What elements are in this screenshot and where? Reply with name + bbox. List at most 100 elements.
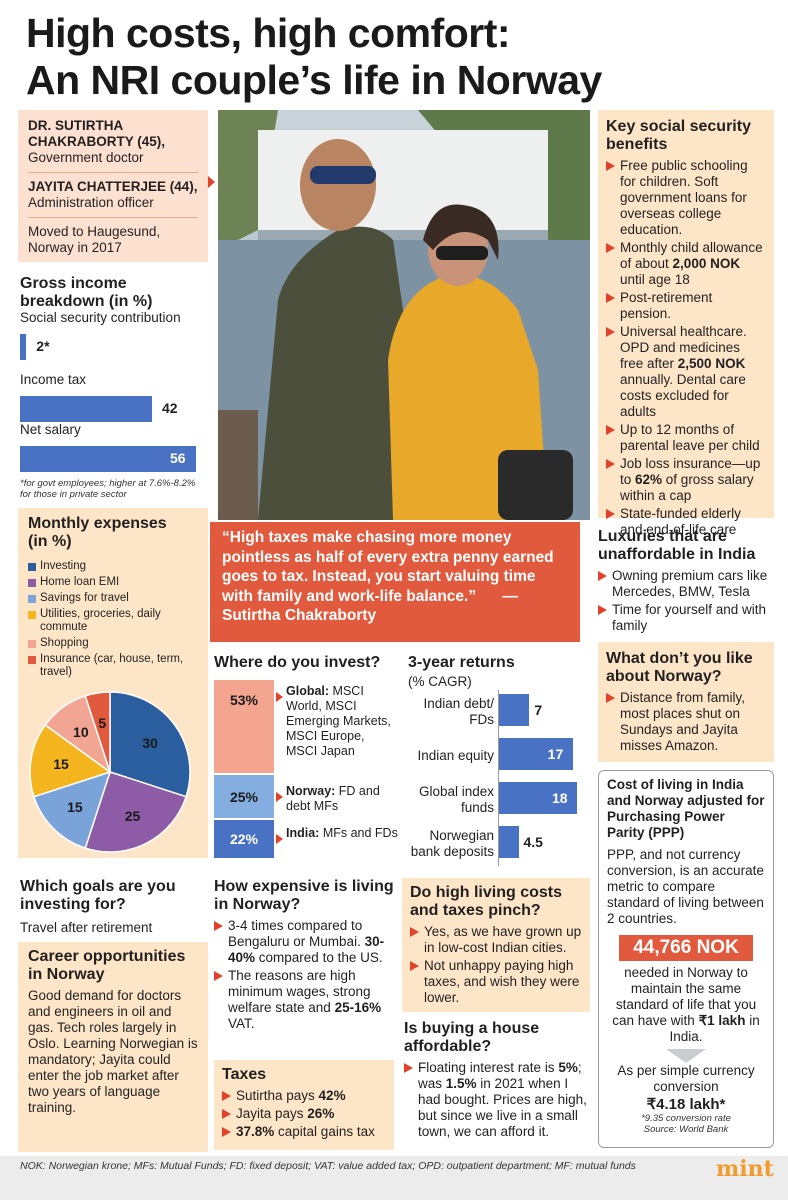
profile-moved: Moved to Haugesund, Norway in 2017 (28, 224, 161, 255)
returns-value-label: 18 (552, 790, 568, 806)
luxuries-section: Luxuries that are unaffordable in India … (598, 528, 774, 636)
invest-segment (214, 820, 274, 858)
income-bar (20, 446, 196, 472)
pinch-item: Yes, as we have grown up in low-cost Ind… (410, 924, 582, 956)
legend-label: Shopping (40, 637, 89, 649)
returns-chart: Indian debt/ FDs 7 Indian equity 17 Global i… (400, 690, 588, 868)
returns-bar (499, 694, 530, 726)
invest-label: India: MFs and FDs (286, 826, 398, 841)
goals-text: Travel after retirement (20, 920, 153, 935)
returns-category-label: Global index funds (418, 784, 494, 815)
legend-item: Home loan EMI (28, 576, 198, 589)
legend-swatch (28, 656, 36, 664)
ppp-text: PPP, and not currency conversion, is an … (607, 847, 764, 926)
benefit-item: Free public schooling for children. Soft… (606, 158, 766, 238)
returns-bar (499, 826, 519, 858)
legend-swatch (28, 640, 36, 648)
returns-subheading: (% CAGR) (408, 674, 472, 689)
legend-label: Insurance (car, house, term, travel) (40, 653, 184, 678)
returns-category-label: Norwegian bank deposits (410, 828, 494, 859)
pie-value-label: 15 (67, 799, 83, 815)
income-category-label: Social security contribution (20, 310, 181, 325)
invest-pct-label: 22% (229, 831, 259, 848)
footer-bar (0, 1156, 788, 1200)
invest-pointer-icon (276, 834, 283, 845)
house-section: Is buying a house affordable? Floating i… (404, 1020, 590, 1140)
footer-text: NOK: Norwegian krone; MFs: Mutual Funds;… (20, 1160, 636, 1172)
returns-bar (499, 782, 577, 814)
pie-value-label: 15 (53, 756, 69, 772)
ppp-needed: needed in Norway to maintain the same st… (612, 965, 760, 1044)
income-value-label: 56 (170, 450, 186, 466)
ppp-note-2: Source: World Bank (643, 1124, 729, 1135)
pinch-box: Do high living costs and taxes pinch? Ye… (402, 878, 590, 1012)
invest-pct-label: 53% (229, 692, 259, 708)
ppp-box: Cost of living in India and Norway adjus… (598, 770, 774, 1148)
career-text: Good demand for doctors and engineers in… (28, 988, 198, 1115)
returns-bar (499, 738, 573, 770)
taxes-heading: Taxes (222, 1066, 267, 1083)
taxes-box: Taxes Sutirtha pays 42% Jayita pays 26% 37… (214, 1060, 394, 1150)
dislike-item: Distance from family, most places shut o… (606, 690, 766, 754)
legend-item: Investing (28, 560, 198, 573)
expensive-item: 3-4 times compared to Bengaluru or Mumba… (214, 918, 394, 966)
income-bar (20, 334, 27, 360)
legend-item: Utilities, groceries, daily commute (28, 608, 198, 634)
returns-value-label: 17 (547, 746, 564, 762)
luxury-item: Owning premium cars like Mercedes, BMW, … (598, 568, 774, 600)
income-chart: Social security contribution 2* Income tax… (18, 310, 208, 475)
tax-item: Jayita pays 26% (222, 1106, 386, 1122)
pie-slice (84, 691, 111, 773)
legend-swatch (28, 579, 36, 587)
legend-swatch (28, 611, 36, 619)
pinch-item: Not unhappy paying high taxes, and wish … (410, 958, 582, 1006)
dislike-box: What don’t you like about Norway? Distan… (598, 642, 774, 762)
luxury-item: Time for yourself and with family (598, 602, 774, 634)
returns-axis (498, 690, 499, 866)
house-heading: Is buying a house affordable? (404, 1020, 540, 1055)
ppp-note-1: *9.35 conversion rate (641, 1113, 731, 1124)
benefits-list: Free public schooling for children. Soft… (606, 158, 766, 538)
pie-slice (109, 691, 191, 798)
house-text: Floating interest rate is 5%; was 1.5% i… (404, 1060, 590, 1140)
benefit-item: Universal healthcare. OPD and medicines … (606, 324, 766, 420)
pinch-heading: Do high living costs and taxes pinch? (410, 884, 563, 919)
profile-name-2: JAYITA CHATTERJEE (44), (28, 179, 198, 194)
benefit-item: State-funded elderly and end-of-life car… (606, 506, 766, 538)
profile-role-2: Administration officer (28, 195, 154, 210)
profile-pointer-icon (208, 176, 215, 188)
career-heading: Career opportunities in Norway (28, 948, 186, 983)
income-value-label: 2* (36, 338, 50, 354)
legend-label: Home loan EMI (40, 576, 120, 588)
pie-value-label: 30 (142, 735, 158, 751)
returns-category-label: Indian equity (417, 748, 494, 763)
expensive-list: 3-4 times compared to Bengaluru or Mumba… (214, 918, 394, 1032)
profile-role-1: Government doctor (28, 150, 144, 165)
pie-value-label: 25 (125, 808, 141, 824)
legend-item: Insurance (car, house, term, travel) (28, 653, 198, 679)
invest-pointer-icon (276, 791, 283, 802)
benefit-item: Job loss insurance—up to 62% of gross sa… (606, 456, 766, 504)
returns-heading: 3-year returns (408, 654, 515, 671)
returns-value-label: 4.5 (523, 834, 543, 850)
income-category-label: Net salary (20, 422, 81, 437)
ppp-simple-value: ₹4.18 lakh* (646, 1096, 726, 1113)
returns-value-label: 7 (534, 702, 543, 718)
legend-label: Investing (40, 560, 87, 572)
career-box: Career opportunities in Norway Good dema… (18, 942, 208, 1152)
invest-segment (214, 680, 274, 774)
legend-label: Savings for travel (40, 592, 129, 604)
invest-segment (214, 775, 274, 819)
ppp-simple: As per simple currency conversion (617, 1063, 755, 1094)
invest-pct-label: 25% (229, 788, 259, 805)
ppp-big-value: 44,766 NOK (619, 935, 753, 961)
income-category-label: Income tax (20, 372, 87, 387)
legend-label: Utilities, groceries, daily commute (40, 608, 161, 633)
benefit-item: Post-retirement pension. (606, 290, 766, 322)
luxuries-heading: Luxuries that are unaffordable in India (598, 528, 756, 563)
legend-swatch (28, 563, 36, 571)
legend-item: Savings for travel (28, 592, 198, 605)
returns-category-label: Indian debt/ FDs (423, 696, 494, 727)
luxuries-list: Owning premium cars like Mercedes, BMW, … (598, 568, 774, 634)
